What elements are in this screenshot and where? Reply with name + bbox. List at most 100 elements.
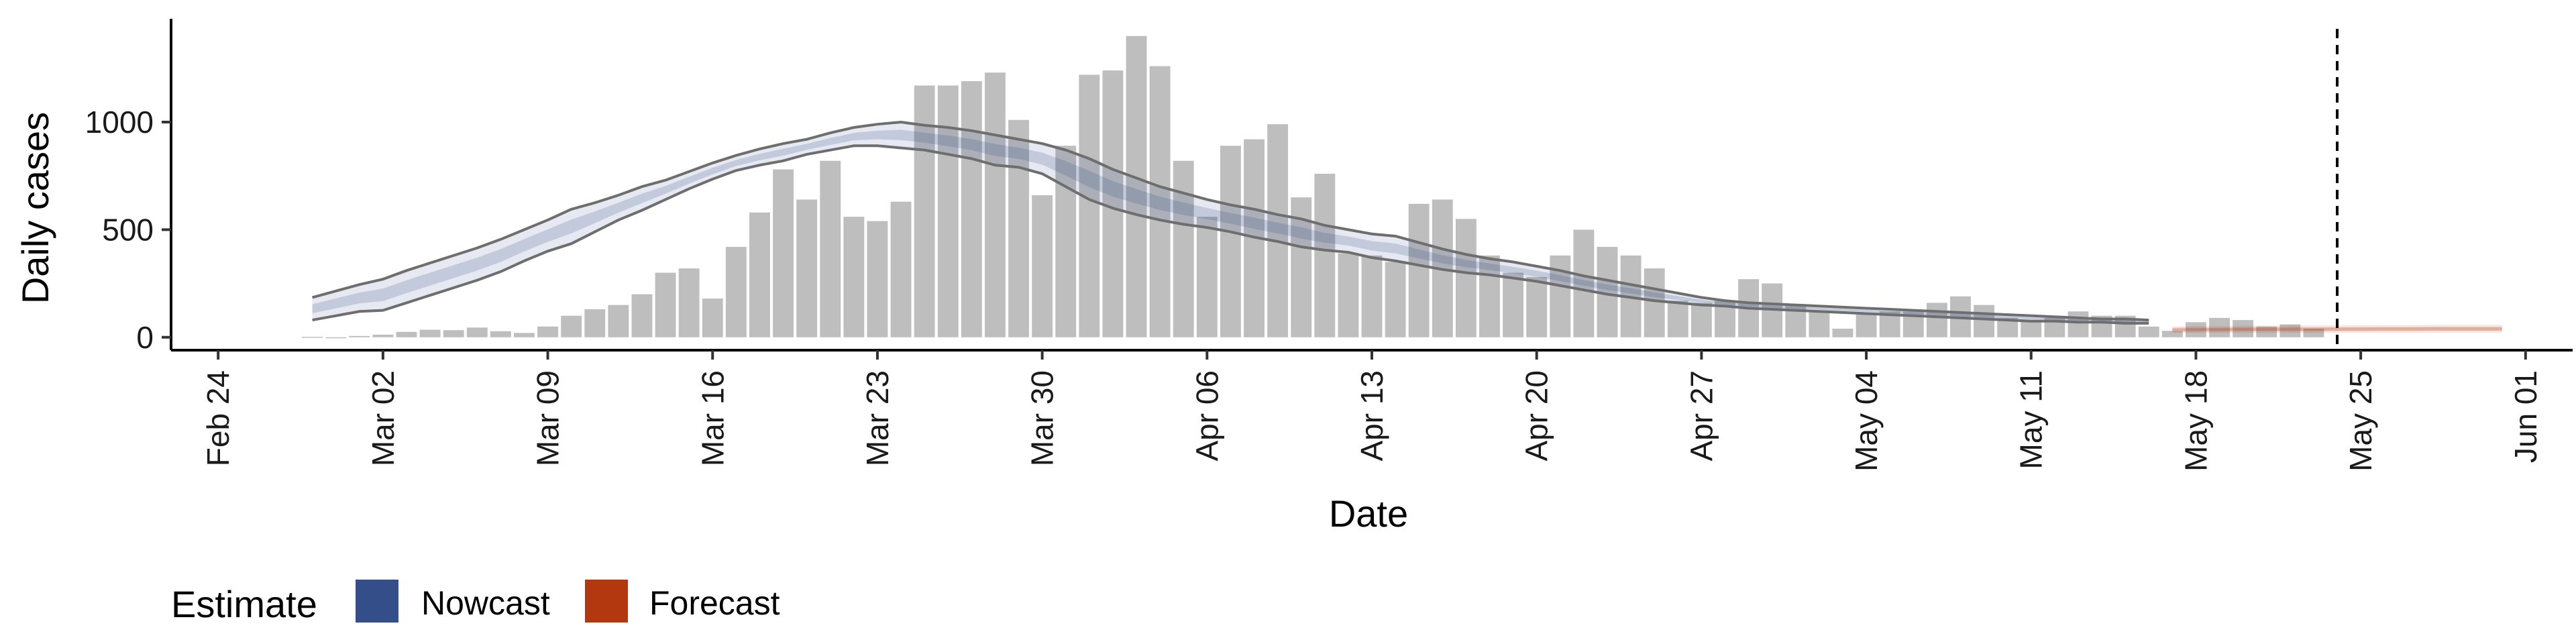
legend-swatch-forecast	[585, 580, 628, 623]
x-tick-label: Mar 16	[695, 370, 730, 466]
x-tick-label: Apr 13	[1354, 370, 1389, 462]
y-tick-label: 500	[102, 212, 154, 247]
legend-title: Estimate	[171, 583, 317, 625]
bar	[1856, 313, 1877, 337]
bar	[1526, 276, 1548, 337]
bar	[537, 326, 559, 337]
x-axis-title: Date	[1329, 492, 1408, 535]
x-tick-label: Mar 23	[860, 370, 895, 466]
bar	[914, 85, 935, 337]
bar	[1008, 119, 1029, 337]
bar	[584, 309, 606, 337]
bar	[2279, 324, 2301, 337]
bar	[302, 337, 323, 338]
x-tick-label: May 04	[1849, 370, 1884, 472]
x-tick-label: Mar 09	[531, 370, 566, 466]
bar	[1832, 328, 1854, 337]
bar	[1126, 36, 1147, 337]
legend-swatch-nowcast	[356, 580, 398, 623]
bar	[2233, 320, 2254, 337]
bar	[2185, 322, 2206, 337]
bar	[2303, 328, 2324, 337]
x-tick-label: May 11	[2014, 370, 2049, 469]
bar	[349, 335, 370, 337]
bar	[1267, 124, 1289, 337]
bar	[1032, 195, 1053, 337]
bar	[443, 330, 464, 337]
bar	[1408, 203, 1430, 337]
bar	[678, 268, 700, 337]
bar	[1690, 303, 1712, 337]
bar	[608, 305, 629, 337]
bar	[2021, 320, 2042, 337]
x-tick-label: Mar 02	[366, 370, 400, 466]
y-tick-label: 0	[136, 320, 154, 355]
legend-label-forecast: Forecast	[649, 584, 780, 622]
bar	[1926, 303, 1947, 337]
y-axis-title: Daily cases	[14, 112, 56, 304]
forecast-outer-band	[2172, 325, 2502, 333]
x-tick-label: Apr 27	[1684, 370, 1719, 462]
bar	[514, 333, 535, 337]
bar	[867, 221, 888, 337]
nowcast-outer-band	[312, 121, 2149, 323]
bar	[631, 294, 653, 337]
bar	[984, 72, 1006, 337]
bar	[1220, 146, 1241, 337]
bar	[1644, 268, 1665, 337]
x-tick-label: Apr 20	[1519, 370, 1554, 462]
bar	[1314, 173, 1336, 337]
bar	[466, 327, 488, 337]
bar	[2256, 326, 2277, 337]
bar	[1573, 229, 1595, 337]
x-tick-label: May 25	[2343, 370, 2378, 472]
bar	[843, 217, 865, 337]
bar	[961, 81, 982, 337]
bar	[490, 331, 511, 337]
legend-label-nowcast: Nowcast	[421, 584, 550, 622]
bar	[1361, 255, 1383, 337]
bar	[702, 299, 723, 337]
estimate-bands-layer	[312, 120, 2502, 333]
forecast-inner-band	[2172, 327, 2502, 331]
x-tick-label: May 18	[2178, 370, 2213, 472]
bar	[1667, 301, 1688, 337]
bar	[1196, 217, 1218, 337]
nowcast-lower-line	[312, 144, 2149, 325]
bar	[773, 169, 794, 337]
bar	[655, 272, 676, 337]
bar	[1974, 305, 1994, 337]
bar	[2068, 311, 2089, 337]
bar	[1079, 74, 1100, 337]
bar	[1455, 219, 1477, 337]
bar	[1173, 160, 1194, 337]
bar	[1479, 255, 1500, 337]
y-tick-label: 1000	[85, 105, 154, 140]
bar	[1149, 66, 1171, 337]
bar	[820, 160, 841, 337]
x-tick-label: Apr 06	[1189, 370, 1224, 462]
bar	[937, 85, 959, 337]
bar	[890, 201, 912, 337]
bar	[2138, 326, 2159, 337]
bar	[725, 247, 747, 337]
bar	[419, 329, 441, 337]
x-tick-label: Feb 24	[201, 370, 235, 466]
bar	[1503, 272, 1524, 337]
bar	[561, 315, 582, 337]
axes-layer: 0 500 1000 Feb 24 Mar 02 Mar 09 Mar 16 Mar 23 Ma…	[85, 19, 2573, 472]
bar	[1102, 70, 1124, 337]
bar	[2161, 331, 2183, 337]
x-tick-label: Mar 30	[1025, 370, 1060, 466]
nowcast-upper-line	[312, 120, 2149, 322]
bar	[372, 334, 394, 337]
bars-layer	[302, 36, 2324, 339]
bar	[796, 199, 818, 337]
legend: Estimate Nowcast Forecast	[171, 580, 780, 625]
bar	[2209, 317, 2230, 337]
bar	[1055, 146, 1077, 337]
x-tick-label: Jun 01	[2508, 370, 2543, 463]
bar	[1550, 255, 1571, 337]
bar	[749, 212, 770, 337]
